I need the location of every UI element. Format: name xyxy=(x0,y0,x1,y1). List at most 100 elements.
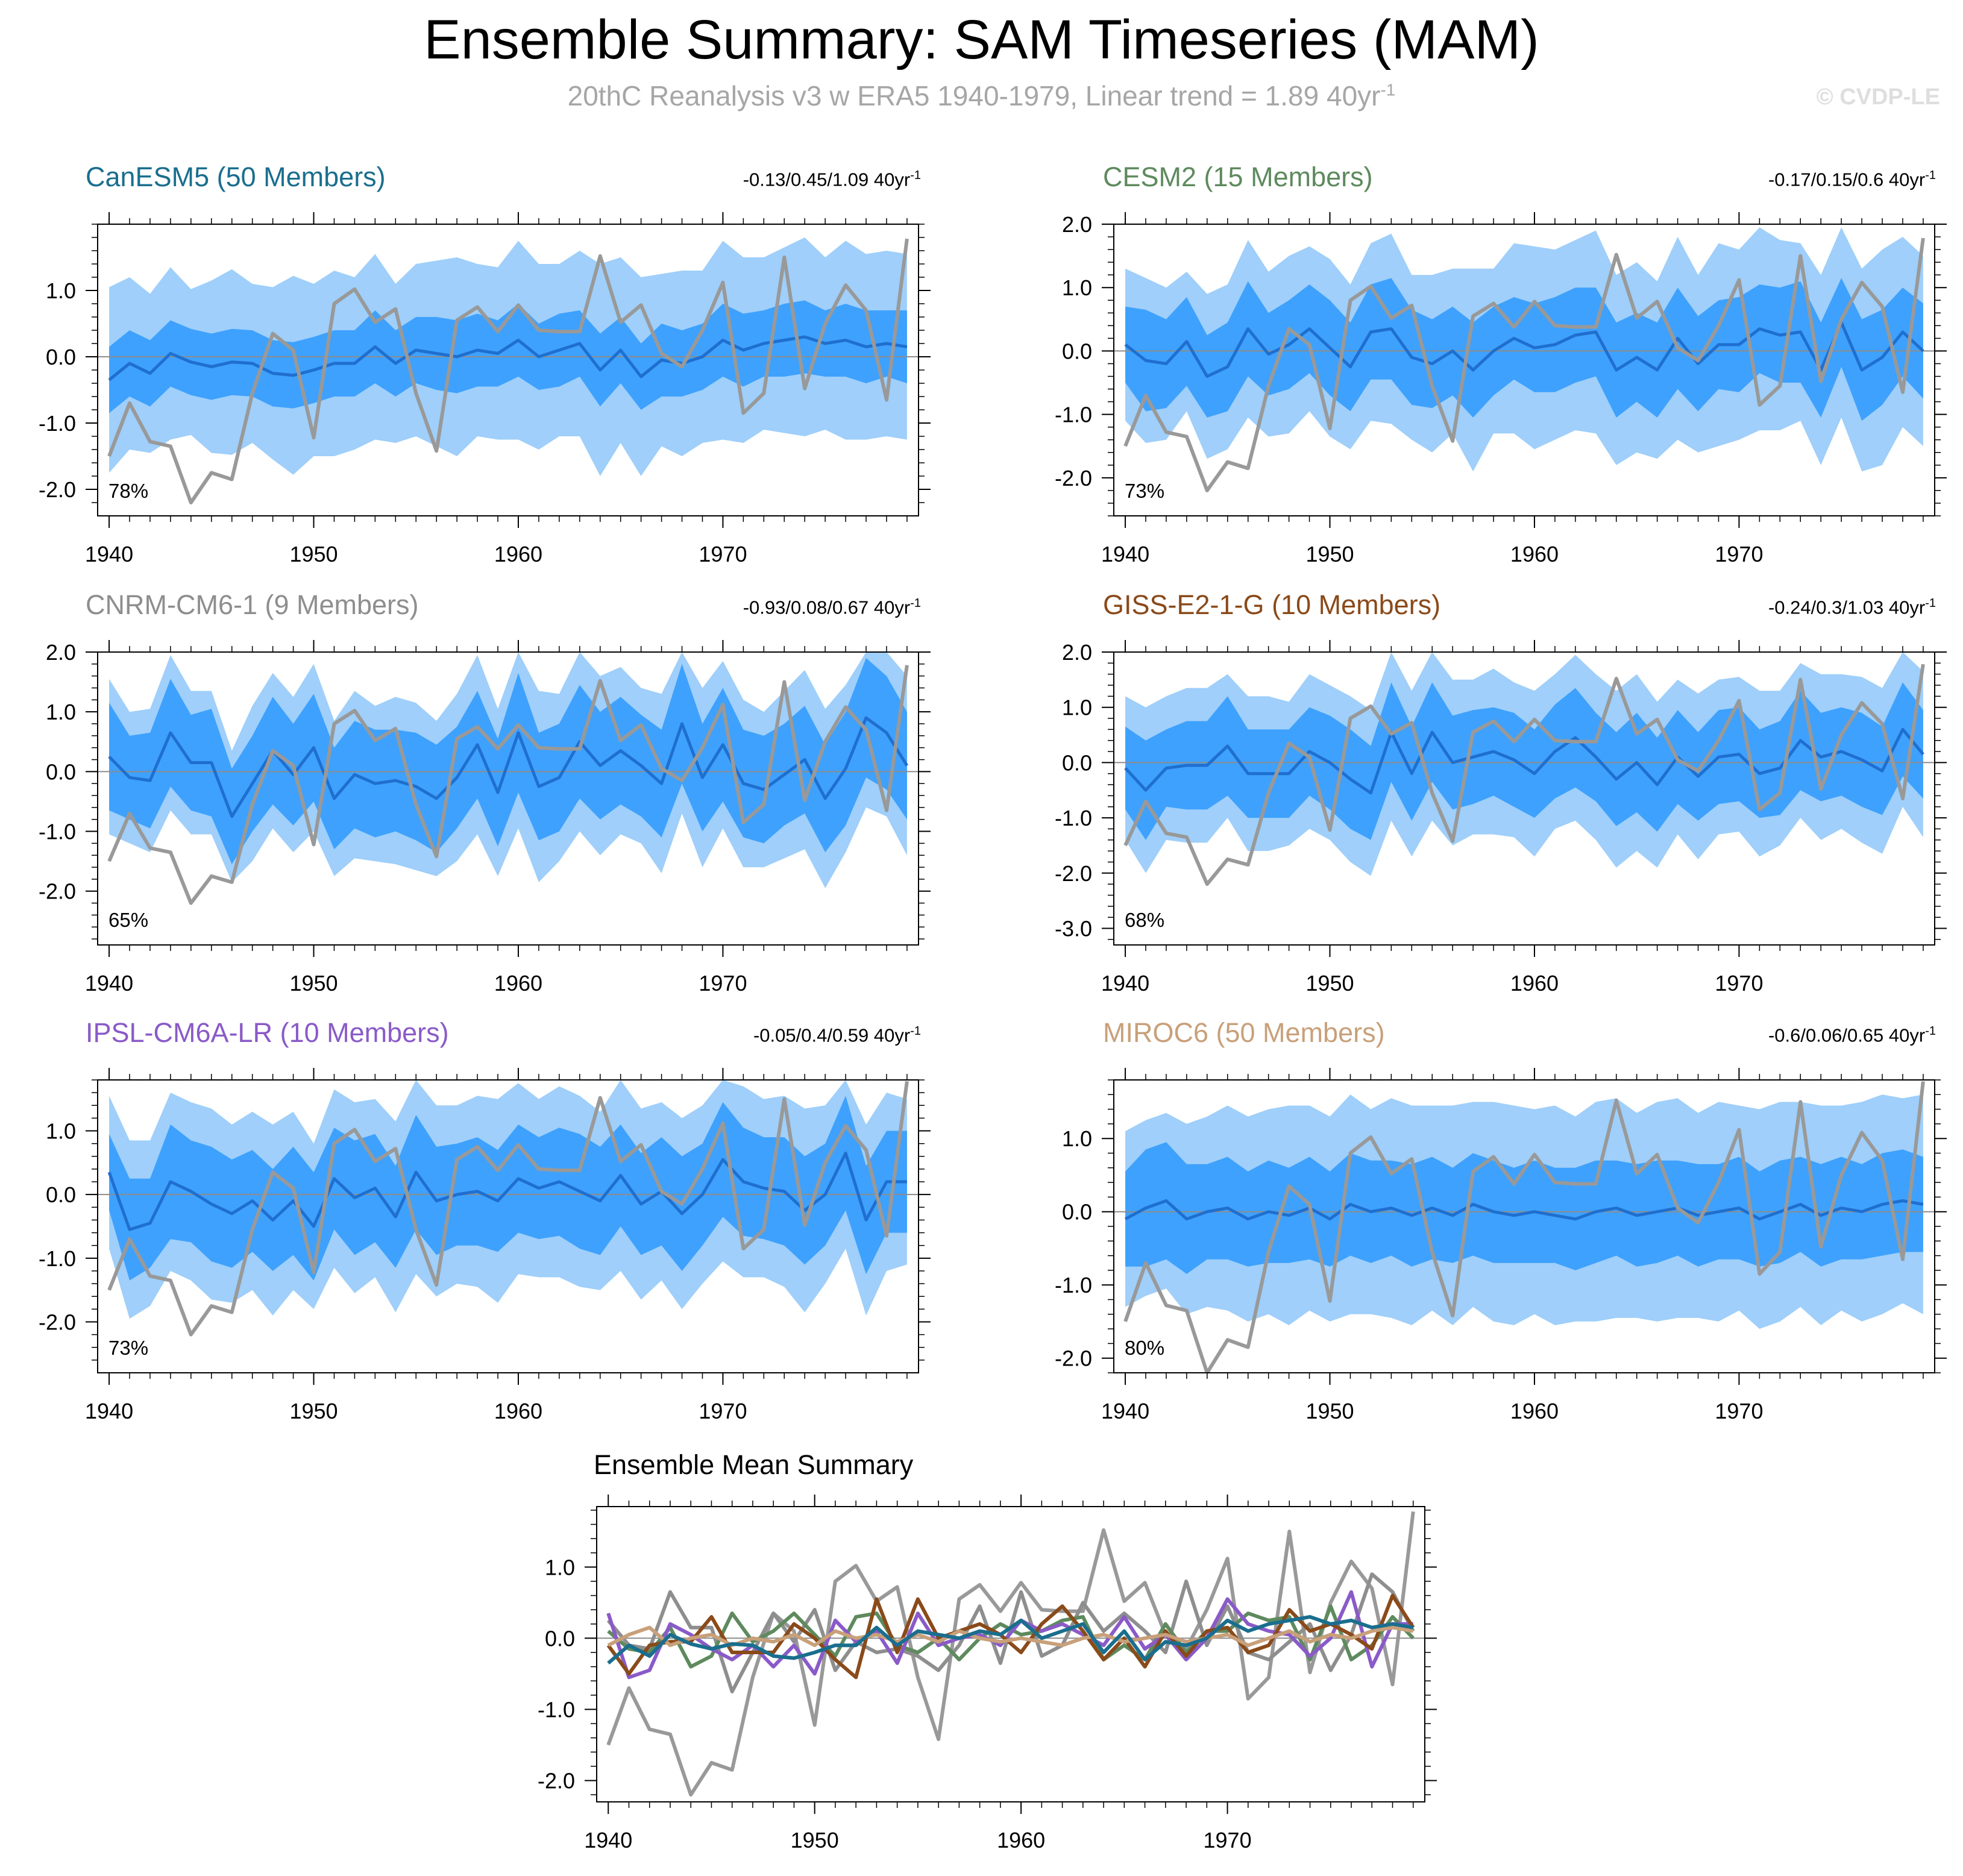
panel-3-y-tick-label: 1.0 xyxy=(46,700,76,724)
panel-4-y-tick-label: 1.0 xyxy=(1062,695,1092,720)
panel-1-trend-label: -0.13/0.45/1.09 40yr-1 xyxy=(743,169,921,190)
panel-6-x-tick-label: 1960 xyxy=(1510,1399,1559,1423)
panel-4-observed-line xyxy=(1123,664,1925,886)
panel-6-y-tick-label: -1.0 xyxy=(1055,1273,1092,1297)
summary-line-giss-e2-1-g xyxy=(606,1593,1415,1680)
panel-2-plot-area xyxy=(1114,227,1935,492)
summary-line-canesm5 xyxy=(607,1615,1414,1665)
panel-3-y-tick-label: 2.0 xyxy=(46,640,76,665)
panel-3-axes: 2.0 1.0 0.0 -1.0 -2.0 1940 1950 1960 1970 xyxy=(39,640,931,996)
panel-5-x-tick-label: 1950 xyxy=(289,1399,338,1423)
panel-5-x-tick-label: 1940 xyxy=(85,1399,133,1423)
panel-5-y-tick-label: -2.0 xyxy=(39,1310,76,1334)
panel-4-trend-values: -0.24/0.3/1.03 40yr xyxy=(1768,597,1926,618)
panel-3-x-tick-label: 1950 xyxy=(289,971,338,996)
panel-1-axes: 1.0 0.0 -1.0 -2.0 1940 1950 1960 1970 xyxy=(39,212,931,566)
panel-3-ensemble-mean-line xyxy=(108,716,909,818)
summary-x-tick-label: 1970 xyxy=(1204,1828,1252,1852)
panel-1-y-tick-label: -2.0 xyxy=(39,477,76,502)
panel-2-x-tick-label: 1960 xyxy=(1510,542,1559,566)
panel-5-ensemble-mean-line xyxy=(107,1152,907,1231)
panel-2-y-tick-label: 0.0 xyxy=(1062,339,1092,363)
panel-6-ensemble-mean-line xyxy=(1124,1199,1924,1221)
panel-6-axes: 1.0 0.0 -1.0 -2.0 1940 1950 1960 1970 xyxy=(1055,1068,1947,1423)
panel-5-y-tick-label: -1.0 xyxy=(39,1246,76,1271)
summary-y-tick-label: -1.0 xyxy=(538,1698,575,1722)
panel-6-title: MIROC6 (50 Members) xyxy=(1103,1017,1385,1048)
panel-2-y-tick-label: -1.0 xyxy=(1055,403,1092,427)
panel-4-y-tick-label: -1.0 xyxy=(1055,806,1092,830)
panel-2: 73% xyxy=(1114,227,1935,502)
panel-3: 65% xyxy=(98,652,919,931)
panel-3-y-tick-label: -2.0 xyxy=(39,879,76,904)
summary-axes: 1.0 0.0 -1.0 -2.0 1940 1950 1960 1970 xyxy=(538,1495,1437,1852)
panel-6-plot-area xyxy=(1114,1081,1935,1373)
panel-1-y-tick-label: 1.0 xyxy=(46,278,76,303)
panel-5-percent-label: 73% xyxy=(108,1337,148,1359)
panel-4-trend-exponent: -1 xyxy=(1925,597,1936,610)
panel-2-x-tick-label: 1950 xyxy=(1305,542,1354,566)
figure-subtitle: 20thC Reanalysis v3 w ERA5 1940-1979, Li… xyxy=(0,80,1963,112)
summary-panel xyxy=(597,1511,1425,1797)
panel-2-y-tick-label: 2.0 xyxy=(1062,212,1092,237)
panel-2-y-tick-label: 1.0 xyxy=(1062,275,1092,300)
panel-5-trend-label: -0.05/0.4/0.59 40yr-1 xyxy=(753,1024,921,1046)
panel-6-inner-band xyxy=(1125,1142,1923,1274)
panel-4-y-tick-label: -3.0 xyxy=(1055,916,1092,941)
panel-2-x-tick-label: 1970 xyxy=(1715,542,1763,566)
panel-3-title: CNRM-CM6-1 (9 Members) xyxy=(86,589,419,620)
figure-title: Ensemble Summary: SAM Timeseries (MAM) xyxy=(424,9,1539,71)
subtitle-text: 20thC Reanalysis v3 w ERA5 1940-1979, Li… xyxy=(567,80,1381,111)
panel-2-percent-label: 73% xyxy=(1125,480,1164,502)
panel-2-trend-exponent: -1 xyxy=(1925,169,1936,182)
panel-1-plot-area xyxy=(98,237,919,504)
panel-3-x-tick-label: 1960 xyxy=(494,971,542,996)
panel-2-y-tick-label: -2.0 xyxy=(1055,466,1092,491)
panel-4-frame xyxy=(1113,651,1935,946)
panel-3-percent-label: 65% xyxy=(108,909,148,931)
panel-1-y-tick-label: 0.0 xyxy=(46,345,76,369)
panel-1-observed-line xyxy=(107,238,909,504)
panel-3-observed-line xyxy=(107,665,909,905)
panel-4-x-tick-label: 1960 xyxy=(1510,971,1559,996)
panel-3-plot-area xyxy=(98,652,919,905)
panel-1-x-tick-label: 1940 xyxy=(85,542,133,566)
panel-5: 73% xyxy=(98,1080,919,1359)
panel-1-x-tick-label: 1950 xyxy=(289,542,338,566)
panel-5-frame xyxy=(97,1079,919,1373)
panel-6-y-tick-label: 1.0 xyxy=(1062,1126,1092,1151)
panel-6-trend-label: -0.6/0.06/0.65 40yr-1 xyxy=(1768,1024,1936,1046)
panel-3-x-tick-label: 1940 xyxy=(85,971,133,996)
panel-2-trend-values: -0.17/0.15/0.6 40yr xyxy=(1768,169,1926,190)
panel-5-trend-exponent: -1 xyxy=(910,1024,921,1038)
panel-3-y-tick-label: -1.0 xyxy=(39,820,76,844)
panel-3-frame xyxy=(97,651,919,946)
panel-6-y-tick-label: 0.0 xyxy=(1062,1200,1092,1225)
summary-frame xyxy=(596,1506,1425,1802)
panel-4-percent-label: 68% xyxy=(1125,909,1164,931)
panel-4-x-tick-label: 1940 xyxy=(1101,971,1149,996)
panel-4-plot-area xyxy=(1114,652,1935,886)
panel-2-axes: 2.0 1.0 0.0 -1.0 -2.0 1940 1950 1960 1970 xyxy=(1055,212,1947,566)
panel-1-title: CanESM5 (50 Members) xyxy=(86,162,386,192)
panel-4: 68% xyxy=(1114,652,1935,931)
panel-1: 78% xyxy=(98,237,919,504)
panel-4-y-tick-label: -2.0 xyxy=(1055,861,1092,886)
summary-observed-line xyxy=(606,1511,1415,1797)
copyright-label: © CVDP-LE xyxy=(1816,84,1940,110)
panel-4-axes: 2.0 1.0 0.0 -1.0 -2.0 -3.0 1940 1950 1960 1970 xyxy=(1055,640,1947,996)
panel-3-trend-values: -0.93/0.08/0.67 40yr xyxy=(743,597,911,618)
panel-6-y-tick-label: -2.0 xyxy=(1055,1346,1092,1371)
panel-2-observed-line xyxy=(1123,237,1925,492)
panel-6-x-tick-label: 1950 xyxy=(1305,1399,1354,1423)
panel-2-x-tick-label: 1940 xyxy=(1101,542,1149,566)
panel-5-plot-area xyxy=(98,1080,919,1337)
summary-y-tick-label: -2.0 xyxy=(538,1769,575,1793)
panel-3-x-tick-label: 1970 xyxy=(699,971,747,996)
summary-x-tick-label: 1940 xyxy=(584,1828,632,1852)
summary-title: Ensemble Mean Summary xyxy=(594,1449,914,1480)
panel-5-title: IPSL-CM6A-LR (10 Members) xyxy=(86,1017,449,1048)
panel-2-trend-label: -0.17/0.15/0.6 40yr-1 xyxy=(1768,169,1936,190)
panel-4-x-tick-label: 1950 xyxy=(1305,971,1354,996)
